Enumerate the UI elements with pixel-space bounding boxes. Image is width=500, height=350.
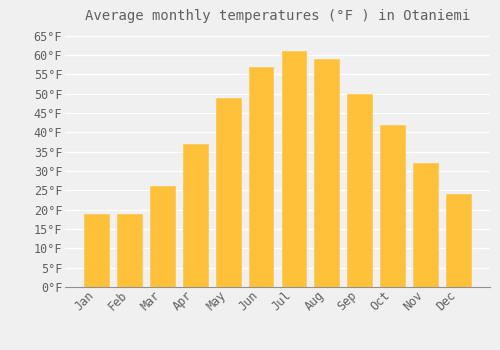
Bar <box>314 59 339 287</box>
Bar <box>248 66 274 287</box>
Bar <box>446 194 470 287</box>
Bar <box>348 94 372 287</box>
Bar <box>150 187 174 287</box>
Bar <box>183 144 208 287</box>
Bar <box>413 163 438 287</box>
Bar <box>84 214 109 287</box>
Title: Average monthly temperatures (°F ) in Otaniemi: Average monthly temperatures (°F ) in Ot… <box>85 9 470 23</box>
Bar <box>216 98 240 287</box>
Bar <box>282 51 306 287</box>
Bar <box>380 125 405 287</box>
Bar <box>117 214 142 287</box>
